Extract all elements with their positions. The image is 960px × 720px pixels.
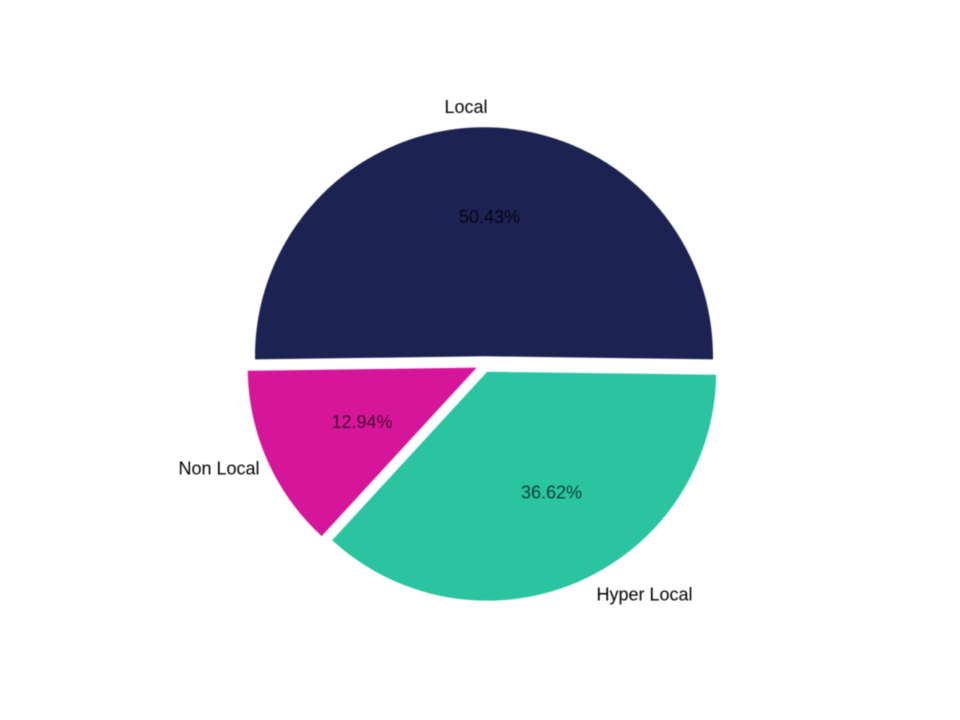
svg-text:50.43%: 50.43%: [459, 207, 520, 227]
svg-text:36.62%: 36.62%: [521, 483, 582, 503]
svg-text:Local: Local: [444, 97, 487, 117]
svg-text:Non Local: Non Local: [178, 459, 259, 479]
svg-text:Hyper Local: Hyper Local: [596, 585, 692, 605]
svg-text:12.94%: 12.94%: [331, 412, 392, 432]
